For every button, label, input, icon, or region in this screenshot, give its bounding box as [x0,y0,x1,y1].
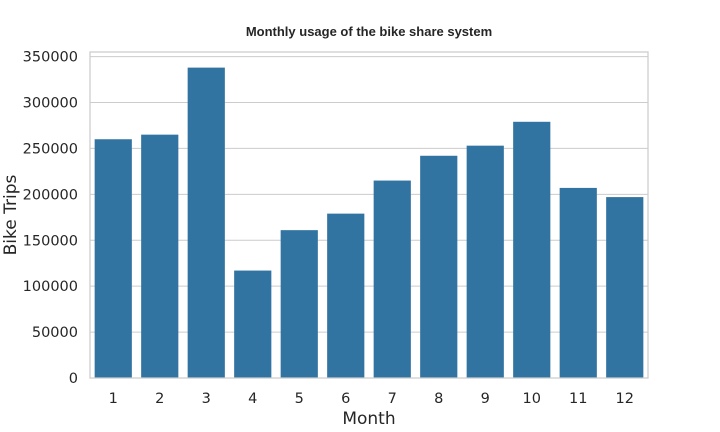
bar-month-5 [280,230,318,378]
bars [94,67,644,378]
x-tick-label: 1 [109,391,118,407]
y-axis-label: Bike Trips [1,174,21,255]
y-tick-label: 0 [69,371,78,387]
chart-title: Monthly usage of the bike share system [246,24,492,39]
plot-frame [89,51,649,379]
x-tick-label: 2 [155,391,164,407]
bar-month-6 [327,213,365,378]
y-tick-label: 50000 [32,325,78,341]
y-tick-label: 150000 [23,233,78,249]
x-tick-labels: 1 2 3 4 5 6 7 8 9 10 11 12 [109,391,634,407]
x-tick-label: 6 [341,391,350,407]
x-tick-label: 5 [295,391,304,407]
x-tick-label: 4 [248,391,257,407]
bar-month-7 [373,180,411,378]
bar-month-9 [466,145,504,378]
y-tick-label: 200000 [23,187,78,203]
bar-month-11 [559,187,597,378]
bar-month-2 [141,134,179,378]
y-tick-label: 250000 [23,141,78,157]
y-tick-labels: 0 50000 100000 150000 200000 250000 300000 3500… [23,50,78,387]
bar-month-10 [513,121,551,378]
x-tick-label: 8 [434,391,443,407]
y-tick-label: 350000 [23,50,78,66]
bar-month-1 [94,139,132,378]
x-tick-label: 10 [523,391,541,407]
bar-month-12 [606,197,644,378]
x-tick-label: 3 [202,391,211,407]
x-tick-label: 11 [569,391,587,407]
y-tick-label: 100000 [23,279,78,295]
bar-month-3 [187,67,225,378]
x-tick-label: 9 [481,391,490,407]
bar-month-4 [234,270,272,378]
x-tick-label: 12 [616,391,634,407]
bar-month-8 [420,155,458,378]
y-tick-label: 300000 [23,96,78,112]
x-tick-label: 7 [388,391,397,407]
x-axis-label: Month [342,409,395,429]
gridlines [90,56,648,379]
